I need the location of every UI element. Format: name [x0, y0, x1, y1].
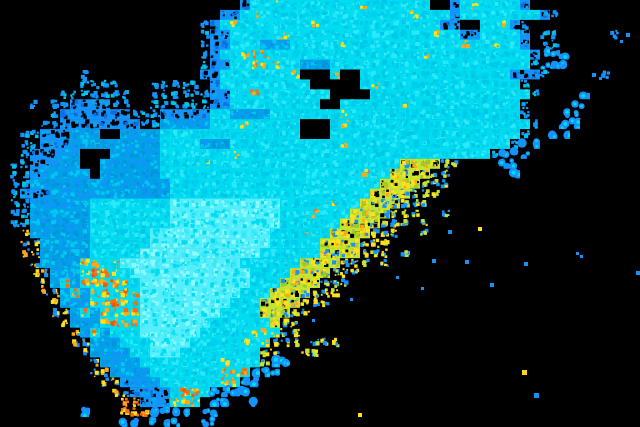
- radar-display: [0, 0, 640, 427]
- radar-echo-heatmap-canvas: [0, 0, 640, 427]
